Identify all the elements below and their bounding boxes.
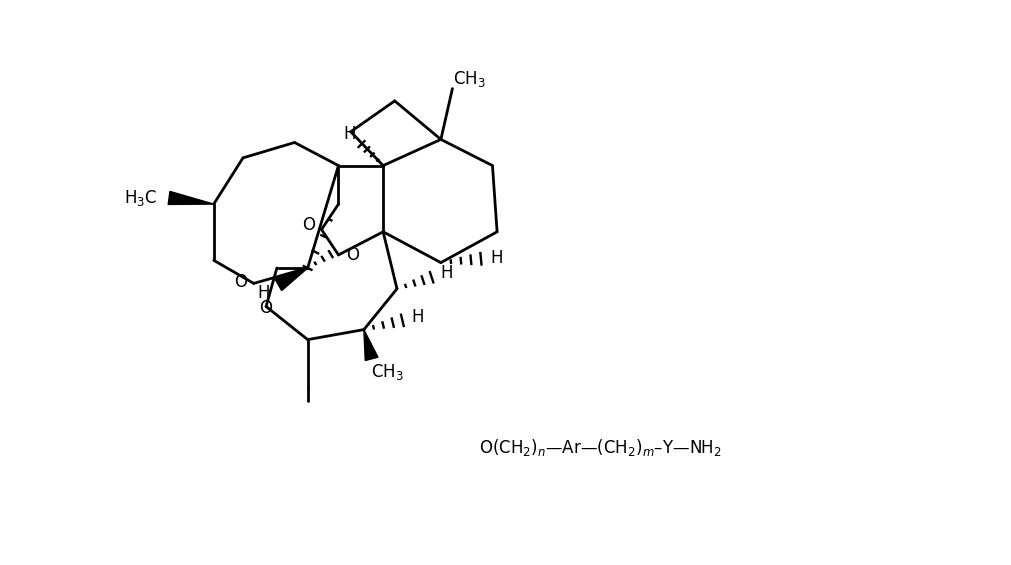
- Text: O(CH$_2$)$_n$—Ar—(CH$_2$)$_m$–Y—NH$_2$: O(CH$_2$)$_n$—Ar—(CH$_2$)$_m$–Y—NH$_2$: [479, 437, 722, 458]
- Text: H: H: [489, 249, 502, 267]
- Text: H: H: [343, 125, 355, 143]
- Text: CH$_3$: CH$_3$: [370, 362, 403, 382]
- Polygon shape: [168, 192, 213, 205]
- Text: H$_3$C: H$_3$C: [124, 188, 157, 208]
- Text: H: H: [441, 264, 453, 282]
- Text: O: O: [346, 246, 359, 264]
- Text: O: O: [234, 273, 247, 291]
- Text: H: H: [257, 284, 270, 302]
- Text: O: O: [301, 216, 314, 234]
- Text: O: O: [260, 299, 272, 317]
- Text: H: H: [411, 308, 424, 326]
- Polygon shape: [364, 329, 377, 360]
- Text: CH$_3$: CH$_3$: [453, 69, 485, 89]
- Polygon shape: [275, 268, 307, 290]
